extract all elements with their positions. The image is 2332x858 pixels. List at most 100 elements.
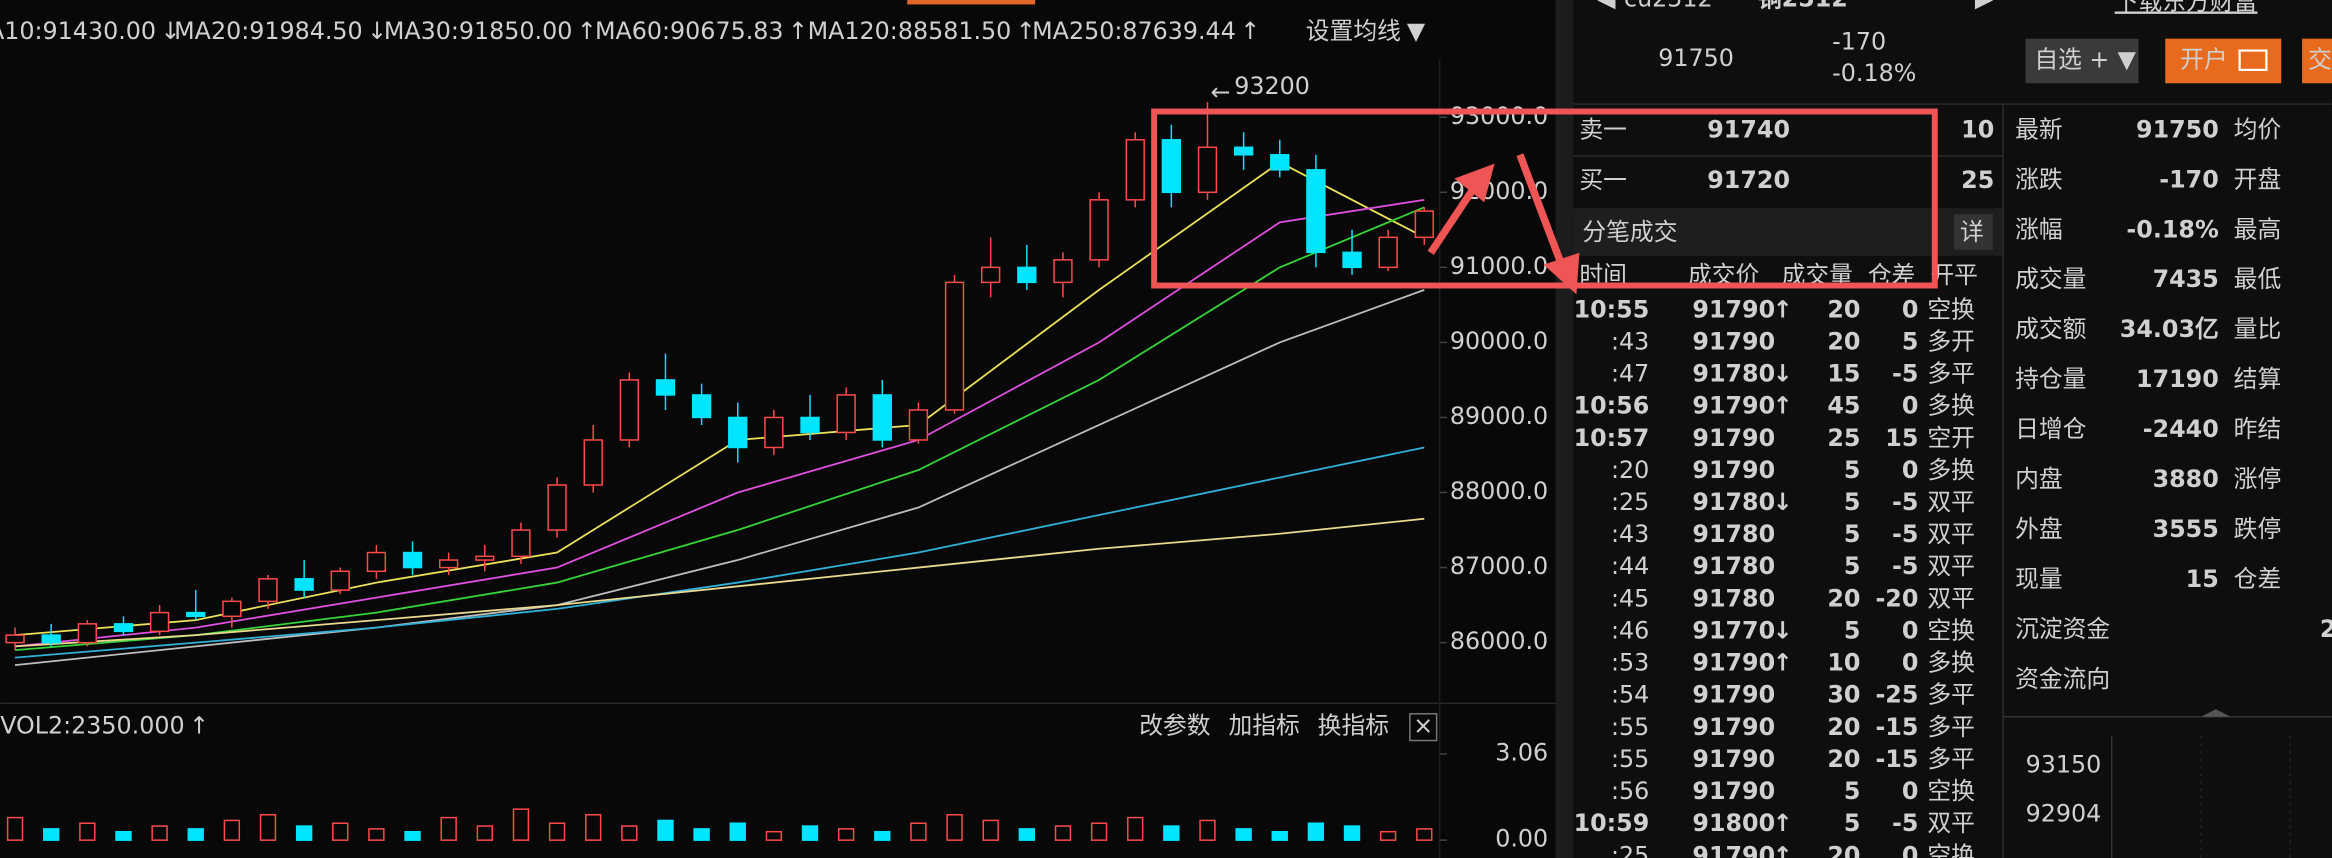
trade-time: :46 <box>1611 616 1649 644</box>
trade-price: 91790 <box>1692 295 1775 323</box>
candle-body <box>258 578 278 603</box>
ma-line <box>14 446 1425 659</box>
volume-bar <box>404 830 421 841</box>
trade-type: 多换 <box>1927 456 1975 484</box>
trade-volume: 25 <box>1827 424 1860 452</box>
candle-body <box>1378 236 1398 269</box>
trade-diff: 0 <box>1902 456 1919 484</box>
y-tick-label: 91000.0 <box>1450 252 1548 280</box>
candle-body <box>836 394 856 434</box>
open-account-button[interactable] <box>2165 38 2282 84</box>
volume-bar <box>874 830 891 841</box>
candle-body <box>728 416 748 449</box>
trade-button[interactable] <box>2302 38 2332 84</box>
trade-volume: 20 <box>1827 295 1860 323</box>
annotation-arrow <box>1516 153 1566 267</box>
trade-time: 10:59 <box>1574 809 1650 837</box>
trade-diff: -5 <box>1892 809 1918 837</box>
ma-legend-arrow: ↑ <box>788 17 808 45</box>
volume-label: VOL2:2350.000 <box>0 712 184 740</box>
trade-type: 空换 <box>1927 777 1975 805</box>
ma-legend-label: MA250:87639.44 <box>1032 17 1236 45</box>
settings-button[interactable]: 设置均线 <box>1306 17 1401 45</box>
stat-label: 成交额 <box>2015 315 2087 343</box>
trade-volume: 20 <box>1827 745 1860 773</box>
trade-price: 91790 <box>1692 841 1775 858</box>
close-button[interactable] <box>1409 713 1438 742</box>
detail-label[interactable]: 详 <box>1960 218 1984 246</box>
trade-time: :25 <box>1611 841 1649 858</box>
trade-volume: 15 <box>1827 360 1860 388</box>
y-tick-label: 0.00 <box>1495 825 1548 853</box>
volume-bar <box>801 825 819 841</box>
stat-value: 15 <box>2186 565 2219 593</box>
volume-bar <box>223 819 241 841</box>
trade-time: :54 <box>1611 681 1649 709</box>
trade-time: 10:55 <box>1574 295 1650 323</box>
mini-axis-label: 93150 <box>2026 750 2102 778</box>
trade-arrow: ↓ <box>1773 488 1793 516</box>
volume-bar <box>6 816 24 841</box>
trades-title: 分笔成交 <box>1582 218 1677 246</box>
annotation-arrowhead <box>1454 163 1495 203</box>
nav-arrow[interactable]: ▶ <box>1975 0 1994 13</box>
volume-bar <box>765 830 783 841</box>
trade-volume: 20 <box>1827 713 1860 741</box>
y-tick-label: 93000.0 <box>1450 102 1548 130</box>
trade-price: 91790 <box>1692 327 1775 355</box>
y-tick-label: 87000.0 <box>1450 552 1548 580</box>
book-volume: 25 <box>1961 166 1994 194</box>
candle-body <box>547 484 567 531</box>
trade-price: 91780 <box>1692 360 1775 388</box>
nav-arrow[interactable]: ◀ <box>1597 0 1616 13</box>
indicator-button[interactable]: 换指标 <box>1318 712 1389 740</box>
trade-diff: 15 <box>1885 424 1918 452</box>
button-icon: + <box>2089 45 2109 73</box>
indicator-button[interactable]: 改参数 <box>1139 712 1211 740</box>
trade-diff: -15 <box>1875 745 1918 773</box>
trade-type: 多开 <box>1927 327 1975 355</box>
trade-type: 多换 <box>1927 392 1975 420</box>
y-tick-label: 3.06 <box>1495 738 1548 766</box>
volume-bar <box>1271 830 1288 841</box>
stat-value: -0.18% <box>2126 215 2219 243</box>
trade-diff: 0 <box>1902 841 1919 858</box>
stat-label: 结算 <box>2234 365 2282 393</box>
volume-bar <box>368 828 385 841</box>
trade-arrow: ↑ <box>1773 295 1793 323</box>
button-label[interactable]: 开户 <box>2180 45 2228 73</box>
candle-body <box>439 559 459 569</box>
trade-type: 双平 <box>1927 520 1975 548</box>
detail-button[interactable] <box>1954 214 1993 250</box>
watchlist-button[interactable] <box>2025 38 2139 84</box>
stat-label: 现量 <box>2015 565 2063 593</box>
trade-time: :20 <box>1611 456 1649 484</box>
volume-bar <box>1343 825 1361 841</box>
trade-volume: 5 <box>1844 777 1861 805</box>
close-icon[interactable]: × <box>1413 712 1433 740</box>
candle-body <box>800 416 820 434</box>
volume-bar <box>151 825 168 841</box>
stat-value: 2 <box>2320 615 2332 643</box>
trade-time: :56 <box>1611 777 1649 805</box>
stat-label: 资金流向 <box>2015 665 2110 693</box>
dropdown-icon: ▼ <box>1407 17 1426 45</box>
link[interactable]: 下载东方财富 <box>2115 0 2258 15</box>
volume-bar <box>1379 830 1397 841</box>
stat-label: 内盘 <box>2015 465 2063 493</box>
volume-bar <box>1235 828 1252 841</box>
trade-diff: -15 <box>1875 713 1918 741</box>
volume-bar <box>729 822 746 841</box>
volume-bar <box>476 825 493 841</box>
trade-time: :53 <box>1611 649 1649 677</box>
trade-time: :45 <box>1611 584 1649 612</box>
tab-handle[interactable] <box>2200 709 2231 717</box>
trade-type: 空换 <box>1927 295 1975 323</box>
button-label[interactable]: 交 <box>2308 45 2332 73</box>
button-label[interactable]: 自选 <box>2034 45 2082 73</box>
candle-body <box>1017 266 1037 284</box>
splitter[interactable] <box>1555 0 1574 858</box>
candle-body <box>1125 139 1145 201</box>
indicator-button[interactable]: 加指标 <box>1228 712 1299 740</box>
